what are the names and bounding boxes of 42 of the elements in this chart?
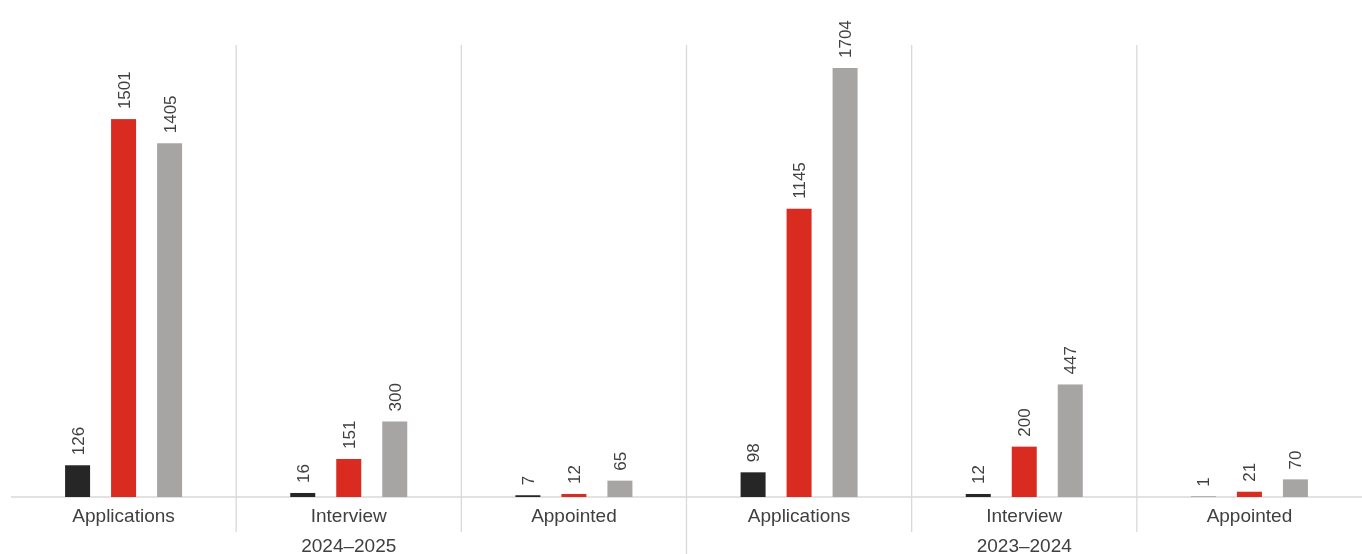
bar	[1011, 446, 1037, 497]
bar	[965, 493, 991, 497]
bar	[336, 458, 362, 497]
data-label: 1501	[114, 71, 134, 110]
data-label: 447	[1061, 346, 1081, 375]
data-label: 1145	[790, 162, 810, 199]
data-label: 16	[293, 464, 313, 483]
bar	[1057, 384, 1083, 497]
data-label: 126	[68, 426, 88, 456]
data-label: 200	[1015, 408, 1035, 437]
bar	[65, 465, 91, 497]
bar	[157, 143, 183, 497]
bar	[561, 493, 587, 497]
data-label: 1405	[160, 95, 180, 134]
data-label: 21	[1240, 462, 1260, 482]
data-label: 70	[1286, 450, 1306, 470]
text: 2023–2024	[976, 535, 1073, 554]
x-tick-label: Appointed	[1206, 505, 1293, 526]
data-label: 12	[969, 465, 989, 484]
x-tick-label: Interview	[310, 505, 388, 526]
bar	[832, 68, 858, 497]
x-tick-label: Applications	[72, 505, 175, 526]
bar	[382, 421, 408, 497]
bar	[786, 208, 812, 497]
bar	[1236, 491, 1262, 497]
data-label: 12	[564, 465, 584, 484]
data-label: 1704	[836, 20, 856, 58]
data-label: 65	[610, 451, 630, 471]
x-tick-label: Appointed	[531, 505, 617, 526]
bar	[1282, 479, 1308, 497]
data-label: 98	[744, 443, 764, 463]
x-tick-label: Applications	[747, 505, 851, 526]
data-label: 300	[385, 383, 405, 412]
bar	[111, 119, 137, 497]
bar	[290, 492, 316, 497]
bar	[740, 472, 766, 497]
data-label: 7	[518, 475, 538, 486]
data-label: 1	[1194, 477, 1214, 487]
text: 2024–2025	[301, 535, 397, 554]
x-tick-label: Interview	[986, 505, 1063, 526]
bar	[607, 480, 633, 497]
data-label: 151	[339, 420, 359, 449]
